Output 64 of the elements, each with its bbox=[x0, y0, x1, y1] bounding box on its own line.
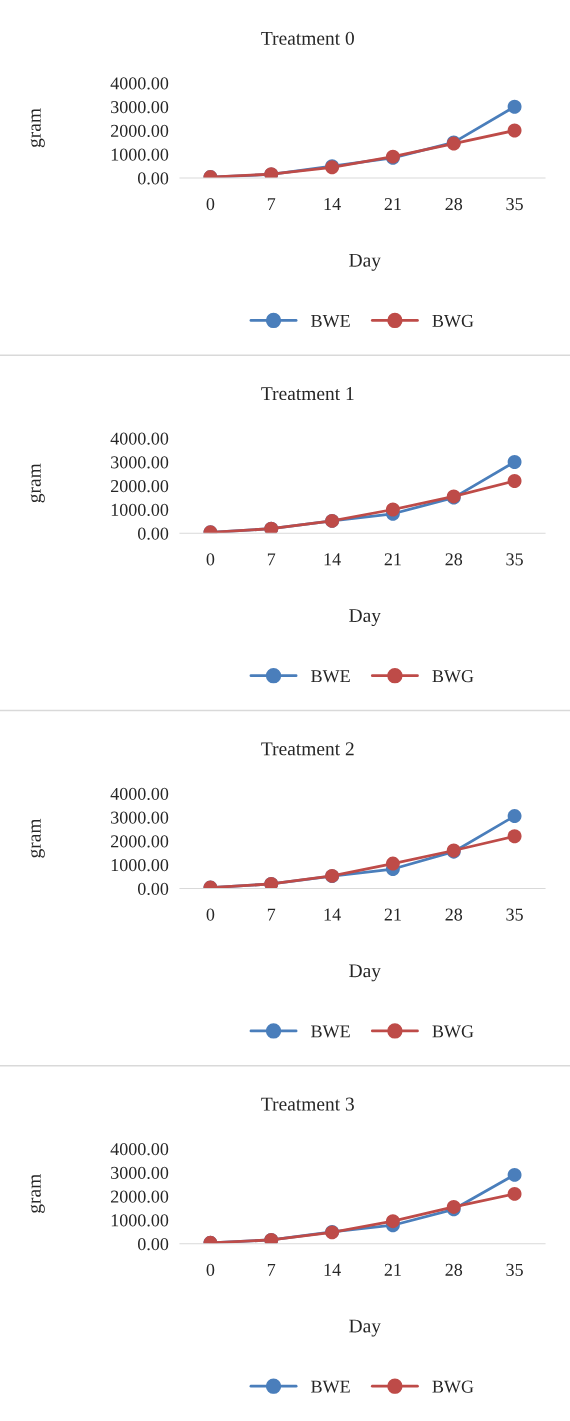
x-tick-label: 7 bbox=[267, 908, 276, 921]
y-axis-title: gram bbox=[30, 1174, 45, 1213]
x-tick-label: 0 bbox=[206, 553, 215, 566]
x-tick-label: 21 bbox=[384, 1263, 401, 1276]
legend-label: BWG bbox=[432, 670, 474, 683]
x-tick-label: 28 bbox=[445, 1263, 463, 1276]
legend-label: BWE bbox=[311, 314, 350, 328]
y-tick-label: 3000.00 bbox=[111, 101, 169, 114]
x-tick-label: 7 bbox=[267, 1263, 276, 1276]
legend-label: BWE bbox=[311, 1380, 350, 1393]
x-tick-label: 14 bbox=[324, 198, 341, 210]
x-axis-title: Day bbox=[349, 1319, 381, 1337]
legend-label: BWG bbox=[432, 1025, 474, 1038]
y-tick-label: 2000.00 bbox=[111, 124, 169, 138]
y-tick-label: 3000.00 bbox=[111, 456, 169, 469]
x-tick-label: 14 bbox=[324, 553, 341, 566]
x-tick-label: 0 bbox=[206, 197, 215, 211]
y-tick-label: 0.00 bbox=[137, 527, 169, 540]
x-tick-label: 14 bbox=[324, 908, 341, 921]
chart-title: Treatment 2 bbox=[261, 742, 354, 756]
y-axis-title: gram bbox=[30, 818, 45, 858]
x-tick-label: 0 bbox=[206, 1263, 215, 1276]
y-tick-label: 4000.00 bbox=[110, 1143, 169, 1156]
x-tick-label: 7 bbox=[267, 198, 276, 210]
y-tick-label: 2000.00 bbox=[111, 835, 169, 848]
legend-label: BWE bbox=[311, 1025, 350, 1038]
y-tick-label: 2000.00 bbox=[111, 480, 169, 493]
x-tick-label: 28 bbox=[445, 908, 463, 921]
chart-title: Treatment 1 bbox=[261, 387, 354, 401]
x-tick-label: 35 bbox=[506, 553, 523, 566]
x-tick-label: 35 bbox=[506, 198, 523, 211]
x-axis-title: Day bbox=[349, 609, 381, 627]
x-tick-label: 21 bbox=[384, 198, 401, 210]
x-tick-label: 7 bbox=[267, 553, 276, 566]
x-tick-label: 0 bbox=[206, 908, 215, 921]
y-axis-title: gram bbox=[30, 463, 45, 503]
y-tick-label: 3000.00 bbox=[111, 1166, 169, 1180]
y-tick-label: 1000.00 bbox=[111, 148, 169, 161]
y-tick-label: 0.00 bbox=[137, 1238, 169, 1251]
legend-label: BWG bbox=[432, 314, 474, 328]
chart-title: Treatment 0 bbox=[261, 31, 354, 45]
y-tick-label: 4000.00 bbox=[110, 787, 169, 801]
x-tick-label: 35 bbox=[506, 1263, 523, 1276]
y-tick-label: 0.00 bbox=[137, 172, 169, 185]
x-tick-label: 28 bbox=[445, 553, 463, 566]
y-tick-label: 4000.00 bbox=[110, 77, 169, 90]
y-tick-label: 2000.00 bbox=[111, 1190, 169, 1203]
y-tick-label: 0.00 bbox=[137, 882, 169, 896]
x-tick-label: 35 bbox=[506, 908, 523, 921]
y-tick-label: 4000.00 bbox=[110, 432, 169, 445]
x-tick-label: 21 bbox=[384, 553, 401, 566]
x-tick-label: 28 bbox=[445, 197, 463, 211]
x-axis-title: Day bbox=[349, 964, 381, 982]
x-axis-title: Day bbox=[349, 253, 381, 271]
legend-label: BWG bbox=[432, 1380, 474, 1393]
y-tick-label: 1000.00 bbox=[111, 503, 169, 517]
y-tick-label: 1000.00 bbox=[111, 859, 169, 872]
y-axis-title: gram bbox=[30, 108, 45, 148]
x-tick-label: 14 bbox=[324, 1263, 341, 1276]
legend-label: BWE bbox=[311, 670, 350, 683]
chart-title: Treatment 3 bbox=[261, 1097, 354, 1111]
y-tick-label: 3000.00 bbox=[111, 811, 169, 824]
y-tick-label: 1000.00 bbox=[111, 1214, 169, 1227]
x-tick-label: 21 bbox=[384, 908, 401, 921]
